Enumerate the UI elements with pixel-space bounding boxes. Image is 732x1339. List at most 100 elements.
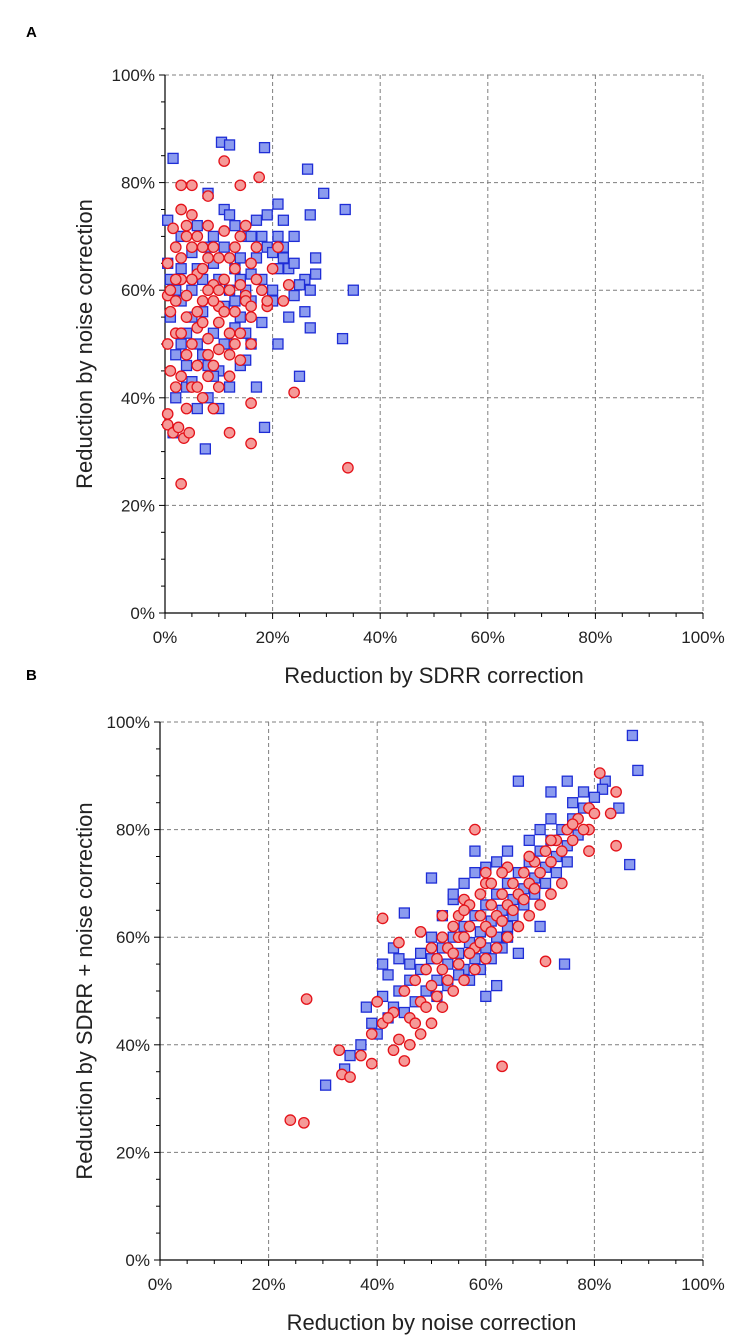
panel-a-circle-point (180, 289, 193, 302)
panel-a-circle-point (196, 391, 209, 404)
panel-a-circle-point (234, 230, 247, 243)
panel-b-circle-point (555, 877, 568, 890)
panel-a-circle-point (180, 348, 193, 361)
panel-a-x-tick-label: 60% (471, 628, 505, 647)
panel-a-circle-point (164, 305, 177, 318)
panel-a-circle-point (212, 284, 225, 297)
panel-a-square-point (301, 163, 314, 175)
panel-a-circle-point (218, 225, 231, 237)
panel-a-chart: 0% 20% 40% 60% 80% 100% 0% 20% 40% 60% 80% 100% Redu… (72, 66, 725, 688)
panel-a-circle-point (202, 332, 214, 345)
panel-a-circle-point (218, 305, 231, 318)
panel-b-square-point (501, 845, 514, 857)
panel-b-x-tick-label: 100% (681, 1275, 724, 1294)
panel-a-square-point (283, 311, 295, 323)
panel-b-square-point (577, 786, 590, 798)
panel-b-square-point (558, 958, 571, 970)
panel-a-square-point (272, 198, 284, 210)
panel-b-circle-point (441, 974, 454, 987)
panel-b-circle-point (507, 904, 519, 917)
panel-b-circle-point (447, 920, 460, 933)
panel-a-circle-point (218, 155, 231, 167)
panel-b-circle-point (496, 1060, 508, 1073)
panel-a-circle-point (250, 241, 263, 254)
panel-a-circle-point (212, 316, 225, 329)
panel-b-circle-point (528, 882, 541, 895)
panel-b-y-tick-label: 100% (107, 713, 150, 732)
panel-a-circle-point (342, 461, 354, 474)
panel-a-square-point (288, 257, 300, 269)
panel-a-circle-point (212, 252, 225, 264)
panel-b-circle-point (523, 909, 536, 922)
panel-a-square-point (167, 152, 179, 165)
panel-a-circle-point (161, 418, 174, 431)
panel-a-square-point (199, 443, 212, 455)
panel-a-circle-point (253, 171, 265, 184)
panel-b-circle-point (534, 866, 546, 879)
panel-a-square-point (175, 338, 187, 350)
panel-b-circle-point (496, 866, 508, 879)
panel-a-square-point (229, 295, 241, 307)
panel-a-circle-point (186, 338, 198, 350)
panel-b-circle-point (507, 877, 519, 890)
panel-a-circle-point (169, 381, 182, 393)
panel-a-circle-point (229, 305, 241, 318)
panel-b-circle-point (545, 888, 557, 901)
panel-b-circle-point (393, 1033, 405, 1046)
panel-a-circle-point (212, 343, 225, 356)
panel-b-circle-point (588, 807, 601, 820)
panel-b-square-point (458, 877, 470, 890)
panel-a-x-tick-label: 80% (578, 628, 612, 647)
panel-b-circle-point (409, 1017, 422, 1030)
panel-b-square-point (382, 969, 394, 981)
panel-b-square-point (491, 979, 503, 992)
panel-a-circle-point (175, 327, 187, 340)
panel-a-square-point (347, 284, 359, 296)
panel-b-circle-point (604, 807, 617, 820)
panel-b-circle-point (539, 955, 552, 968)
panel-a-circle-point (207, 402, 220, 415)
panel-b-square-point (366, 1017, 378, 1029)
panel-b-square-point (561, 775, 573, 787)
panel-a-circle-point (218, 273, 231, 286)
panel-b-square-point (355, 1039, 367, 1051)
panel-b-circle-point (284, 1114, 297, 1126)
panel-b-circle-point (365, 1028, 378, 1040)
panel-a-circle-point (202, 252, 214, 264)
panel-a-circle-point (288, 386, 300, 399)
panel-a-circle-point (175, 203, 187, 216)
panel-a-circle-point (255, 284, 268, 297)
panel-b-square-point (613, 802, 625, 814)
panel-b-circle-point (371, 995, 384, 1008)
panel-b-circle-point (469, 823, 481, 836)
panel-a-y-axis-title: Reduction by noise correction (72, 199, 97, 489)
panel-a-circle-point (191, 305, 204, 318)
panel-a-square-point (304, 209, 316, 221)
panel-a-square-point (304, 322, 316, 334)
panel-b-circle-point (398, 1055, 411, 1067)
panel-b-square-point (550, 866, 563, 879)
panel-a-square-point (318, 187, 330, 200)
panel-b-y-tick-label: 20% (116, 1143, 150, 1162)
panel-a-circle-point (207, 359, 220, 372)
panel-a-circle-point (245, 300, 257, 313)
panel-a-square-point (191, 402, 203, 415)
panel-b-x-tick-label: 0% (148, 1275, 173, 1294)
panel-b-circle-point (566, 834, 579, 847)
panel-a-square-point (250, 381, 263, 393)
panel-b-x-tick-label: 40% (360, 1275, 394, 1294)
panel-b-circle-point (420, 963, 432, 976)
panel-b-square-point (319, 1079, 332, 1091)
panel-a-circle-point (261, 295, 274, 307)
panel-a-circle-point (245, 257, 257, 270)
panel-a-square-point (170, 349, 182, 361)
panel-b-circle-point (523, 850, 536, 863)
panel-a-square-point (250, 214, 263, 226)
panel-a-square-point (288, 230, 300, 243)
panel-b-square-point (545, 786, 557, 798)
panel-b-circle-point (365, 1057, 378, 1070)
panel-a-circle-point (202, 219, 214, 232)
panel-b-circle-point (593, 767, 606, 779)
panel-b-series-circles (284, 767, 622, 1129)
